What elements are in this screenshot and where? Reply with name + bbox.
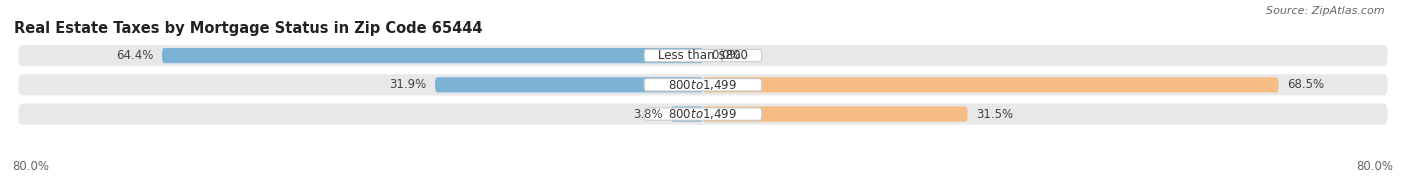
Text: 68.5%: 68.5% — [1286, 78, 1324, 91]
FancyBboxPatch shape — [18, 74, 1388, 95]
FancyBboxPatch shape — [162, 48, 703, 63]
FancyBboxPatch shape — [18, 45, 1388, 66]
FancyBboxPatch shape — [644, 108, 762, 120]
Text: $800 to $1,499: $800 to $1,499 — [668, 78, 738, 92]
Text: Less than $800: Less than $800 — [658, 49, 748, 62]
FancyBboxPatch shape — [18, 104, 1388, 125]
Text: 31.9%: 31.9% — [389, 78, 426, 91]
FancyBboxPatch shape — [644, 79, 762, 91]
Text: 64.4%: 64.4% — [117, 49, 153, 62]
Text: 0.0%: 0.0% — [711, 49, 741, 62]
FancyBboxPatch shape — [703, 77, 1278, 92]
Text: 3.8%: 3.8% — [633, 108, 662, 121]
Text: $800 to $1,499: $800 to $1,499 — [668, 107, 738, 121]
FancyBboxPatch shape — [703, 106, 967, 122]
Text: Real Estate Taxes by Mortgage Status in Zip Code 65444: Real Estate Taxes by Mortgage Status in … — [14, 21, 482, 36]
Text: Source: ZipAtlas.com: Source: ZipAtlas.com — [1267, 6, 1385, 16]
FancyBboxPatch shape — [434, 77, 703, 92]
FancyBboxPatch shape — [671, 106, 703, 122]
Text: 31.5%: 31.5% — [976, 108, 1014, 121]
FancyBboxPatch shape — [644, 50, 762, 62]
